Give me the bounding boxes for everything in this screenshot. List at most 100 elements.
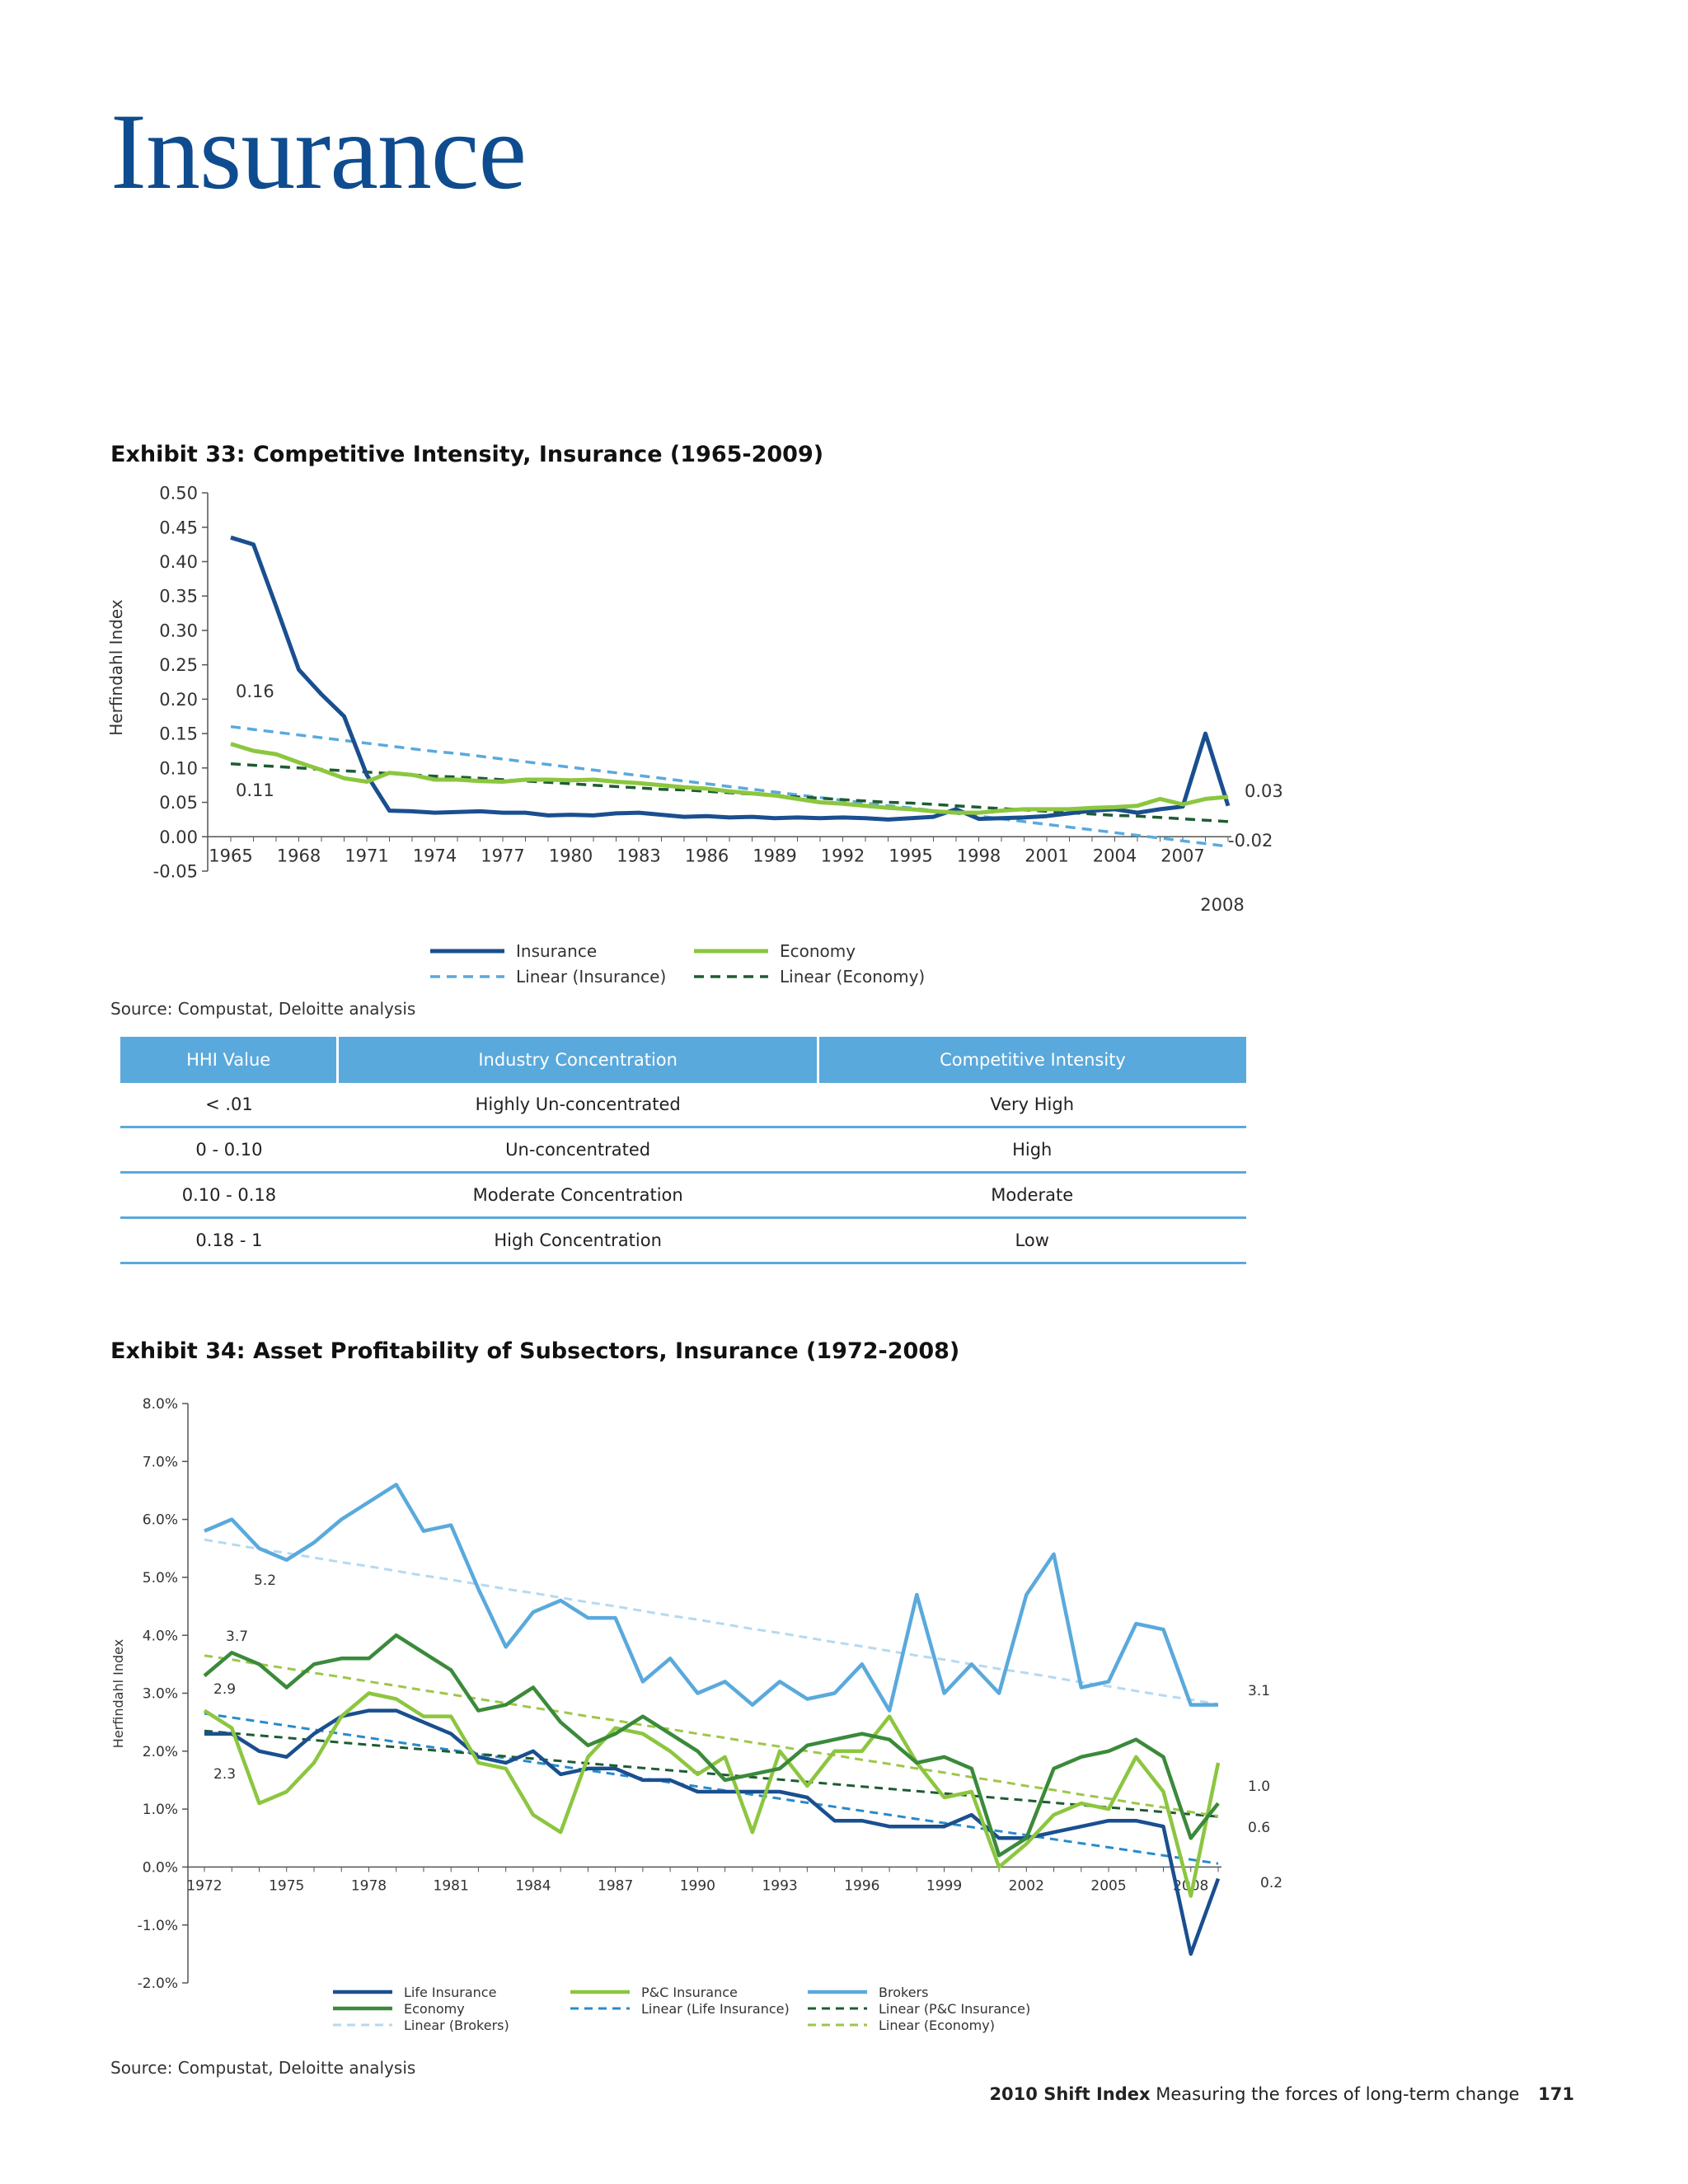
y-tick-label: 0.0% [143,1860,178,1877]
legend-label: Linear (Insurance) [516,967,666,987]
legend-label: Linear (Economy) [780,967,925,987]
legend-label: Linear (P&C Insurance) [879,2001,1030,2017]
legend-label: P&C Insurance [641,1985,738,2000]
x-tick-label: 1972 [186,1877,222,1894]
y-tick-label: -0.05 [153,862,198,882]
table-cell: Un-concentrated [337,1127,818,1174]
x-tick-label: 2008 [1200,895,1244,915]
y-tick-label: -1.0% [138,1918,178,1934]
table-row: < .01 Highly Un-concentrated Very High [120,1083,1246,1128]
table-header-cell: HHI Value [120,1037,340,1083]
table-cell: Highly Un-concentrated [337,1083,818,1128]
x-tick-label: 1984 [515,1877,551,1894]
data-label: -0.02 [1228,831,1273,851]
x-tick-label: 2004 [1093,846,1137,865]
y-tick-label: 0.15 [159,724,198,744]
data-label: 2.9 [213,1681,236,1698]
legend-label: Life Insurance [404,1985,496,2000]
y-tick-label: 0.30 [159,621,198,640]
table-cell: Moderate Concentration [337,1172,818,1219]
x-tick-label: 1989 [753,846,796,865]
series-line-linear-brokers [204,1538,1219,1706]
hhi-table: HHI Value Industry Concentration Competi… [120,1037,1246,1264]
x-tick-label: 1987 [598,1877,633,1894]
chart-competitive-intensity: 0.50 0.45 0.40 0.35 0.30 0.25 0.20 0.15 0.10 0.05… [106,484,1283,987]
x-tick-label: 1986 [685,846,729,865]
table-header-cell: Industry Concentration [337,1037,819,1083]
x-tick-label: 1968 [277,846,321,865]
y-tick-label: 0.50 [159,484,198,504]
x-tick-label: 1999 [926,1877,962,1894]
x-tick-label: 1998 [957,846,1001,865]
data-label: 0.6 [1248,1820,1270,1836]
data-label: 0.16 [236,682,274,701]
table-cell: Low [818,1217,1246,1264]
x-tick-label: 1965 [209,846,252,865]
x-tick-label: 2007 [1160,846,1204,865]
y-axis-title: Herfindahl Index [106,599,126,736]
legend-label: Linear (Life Insurance) [641,2001,790,2017]
series-line-linear-p-c-insurance [204,1729,1219,1818]
x-tick-label: 1974 [413,846,457,865]
data-label: 2.3 [213,1766,236,1783]
table-row: 0 - 0.10 Un-concentrated High [120,1127,1246,1174]
table-cell: 0.18 - 1 [120,1217,338,1264]
y-tick-label: 0.20 [159,690,198,710]
exhibit-34-title: Exhibit 34: Asset Profitability of Subse… [110,1338,960,1364]
exhibit-33-source: Source: Compustat, Deloitte analysis [110,999,416,1019]
footer-tagline: Measuring the forces of long-term change [1156,2084,1520,2104]
series-line-insurance [230,535,1231,822]
data-label: 0.2 [1260,1875,1282,1891]
series-line-linear-economy [204,1654,1219,1817]
x-tick-label: 1978 [351,1877,387,1894]
x-tick-label: 2005 [1090,1877,1126,1894]
table-cell: 0.10 - 0.18 [120,1172,338,1219]
page-footer: 2010 Shift Index Measuring the forces of… [989,2084,1574,2104]
legend-label: Linear (Economy) [879,2018,995,2033]
legend-label: Economy [404,2001,465,2017]
legend-label: Linear (Brokers) [404,2018,509,2033]
legend-label: Insurance [516,941,597,961]
table-cell: High Concentration [337,1217,818,1264]
y-tick-label: 6.0% [143,1512,178,1529]
table-row: 0.10 - 0.18 Moderate Concentration Moder… [120,1172,1246,1219]
data-label: 1.0 [1248,1779,1270,1795]
y-tick-label: 8.0% [143,1396,178,1413]
table-header-row: HHI Value Industry Concentration Competi… [120,1037,1246,1083]
x-tick-label: 2002 [1009,1877,1044,1894]
table-row: 0.18 - 1 High Concentration Low [120,1217,1246,1264]
x-tick-label: 2001 [1025,846,1068,865]
x-tick-label: 1995 [889,846,932,865]
table-cell: 0 - 0.10 [120,1127,338,1174]
series-line-economy [230,742,1229,815]
x-tick-label: 1983 [617,846,660,865]
x-tick-label: 1981 [434,1877,469,1894]
series-line-life-insurance [204,1708,1221,1957]
y-tick-label: 0.40 [159,552,198,572]
table-cell: Very High [818,1083,1246,1128]
y-tick-label: 0.05 [159,793,198,813]
series-line-economy [203,1633,1220,1858]
y-tick-label: 4.0% [143,1628,178,1644]
x-tick-label: 1992 [821,846,865,865]
legend-label: Brokers [879,1985,928,2000]
exhibit-33-title: Exhibit 33: Competitive Intensity, Insur… [110,442,824,467]
footer-brand: 2010 Shift Index [989,2084,1151,2104]
x-tick-label: 1971 [345,846,388,865]
page-number: 171 [1538,2084,1574,2104]
x-tick-label: 1990 [680,1877,715,1894]
data-label: 0.11 [236,780,274,800]
legend-label: Economy [780,941,856,961]
x-tick-label: 1975 [269,1877,304,1894]
series-line-linear-life-insurance [204,1712,1219,1865]
data-label: 3.7 [226,1629,248,1645]
data-label: 0.03 [1245,781,1283,801]
y-tick-label: 0.45 [159,518,198,537]
x-tick-label: 2008 [1173,1877,1208,1894]
y-tick-label: 3.0% [143,1686,178,1703]
data-label: 5.2 [254,1572,276,1589]
table-cell: Moderate [818,1172,1246,1219]
x-tick-label: 1993 [762,1877,797,1894]
series-line-brokers [204,1483,1218,1713]
y-tick-label: 0.25 [159,655,198,675]
